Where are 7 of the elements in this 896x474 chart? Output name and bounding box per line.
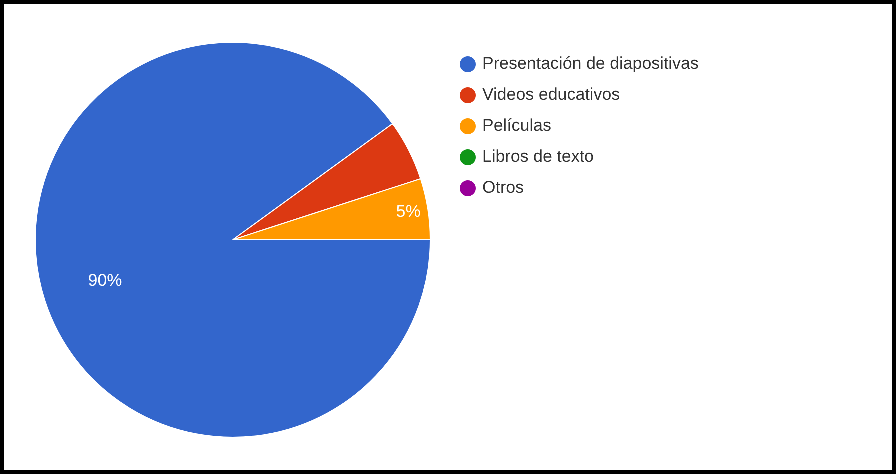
legend-label: Videos educativos — [482, 85, 620, 104]
legend-label: Películas — [482, 116, 552, 136]
legend-label: Presentación de diapositivas — [482, 54, 699, 74]
data-label: 5% — [396, 202, 421, 221]
legend-label: Otros — [482, 178, 524, 198]
legend-label: Libros de texto — [482, 147, 594, 166]
data-label: 90% — [88, 271, 122, 290]
